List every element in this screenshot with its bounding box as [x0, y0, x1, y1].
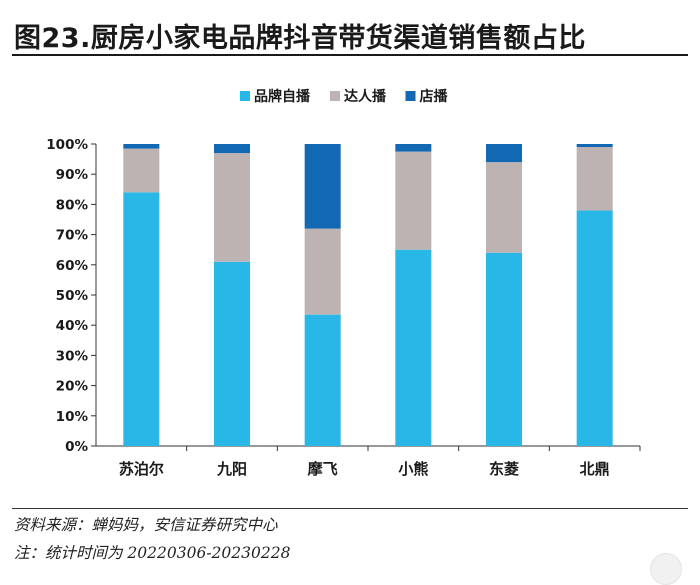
x-tick-label: 摩飞	[308, 460, 338, 478]
y-tick-label: 70%	[56, 228, 89, 244]
stacked-bar-chart: 品牌自播 达人播 店播 0% 10% 20% 30% 40% 50% 60% 70% 80% 90% 1…	[46, 88, 641, 478]
bar-segment	[214, 153, 250, 262]
legend-label: 店播	[420, 88, 449, 105]
y-tick-label: 30%	[56, 348, 89, 364]
corner-badge	[650, 553, 682, 585]
y-tick-label: 50%	[56, 288, 89, 304]
bar-segment	[123, 144, 160, 149]
x-tick-label: 北鼎	[580, 460, 610, 478]
y-tick-label: 40%	[56, 318, 89, 334]
y-tick-label: 90%	[56, 167, 89, 183]
bar-segment	[214, 144, 250, 154]
bar-segment	[486, 252, 522, 446]
bar-segment	[214, 261, 250, 446]
legend-label: 达人播	[344, 88, 387, 105]
x-tick-labels: 苏泊尔 九阳 摩飞 小熊 东菱 北鼎	[119, 460, 610, 478]
legend-swatch	[405, 91, 416, 101]
bar-segment	[576, 210, 613, 446]
source-note: 资料来源：蝉妈妈，安信证券研究中心	[14, 516, 278, 534]
y-tick-label: 0%	[65, 439, 88, 455]
bar-segment	[123, 148, 160, 193]
bar-segment	[304, 314, 341, 446]
chart-legend: 品牌自播 达人播 店播	[240, 88, 448, 105]
bar-segment	[395, 151, 432, 250]
bar-segment	[486, 162, 522, 253]
bar-segment	[395, 249, 432, 446]
chart-bars	[123, 144, 613, 446]
y-tick-label: 20%	[56, 379, 89, 395]
x-tick-label: 东菱	[489, 460, 519, 478]
x-tick-label: 九阳	[216, 460, 247, 478]
bar-segment	[576, 147, 613, 211]
y-tick-label: 60%	[56, 258, 89, 274]
chart-axes: 0% 10% 20% 30% 40% 50% 60% 70% 80% 90% 100%	[46, 137, 641, 455]
y-tick-label: 10%	[56, 409, 89, 425]
x-tick-label: 小熊	[398, 460, 428, 478]
y-tick-label: 80%	[56, 197, 89, 213]
bar-segment	[395, 144, 432, 152]
bar-segment	[304, 228, 341, 315]
title-divider	[12, 54, 688, 56]
legend-swatch	[330, 91, 340, 101]
bar-segment	[486, 144, 522, 163]
period-note: 注：统计时间为 20220306-20230228	[14, 544, 291, 562]
y-tick-label: 100%	[46, 137, 88, 153]
footer-divider	[12, 508, 688, 509]
x-tick-label: 苏泊尔	[119, 460, 164, 478]
bar-segment	[576, 144, 613, 148]
bar-segment	[123, 192, 160, 446]
legend-label: 品牌自播	[254, 88, 311, 105]
legend-swatch	[240, 91, 250, 101]
page-title: 图23.厨房小家电品牌抖音带货渠道销售额占比	[14, 23, 586, 54]
bar-segment	[304, 144, 341, 229]
